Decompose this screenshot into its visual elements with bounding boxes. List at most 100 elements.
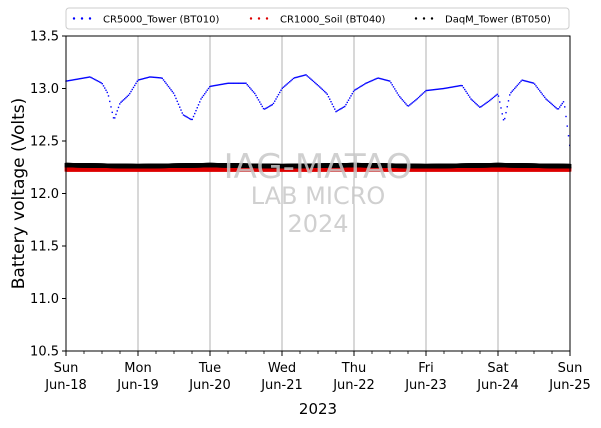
point-cr5000 bbox=[550, 102, 552, 105]
point-cr5000 bbox=[322, 89, 325, 92]
point-cr5000 bbox=[361, 84, 363, 87]
x-tick-day-5: Fri bbox=[418, 361, 434, 376]
y-tick-label-0: 10.5 bbox=[30, 345, 59, 360]
point-cr5000 bbox=[529, 81, 531, 83]
x-tick-date-1: Jun-19 bbox=[116, 378, 159, 393]
point-cr5000 bbox=[367, 81, 370, 83]
point-cr5000 bbox=[341, 107, 343, 109]
point-cr5000 bbox=[492, 96, 495, 99]
point-cr5000 bbox=[75, 78, 77, 81]
point-cr5000 bbox=[415, 99, 417, 101]
point-cr5000 bbox=[344, 105, 346, 108]
point-cr5000 bbox=[299, 75, 301, 78]
point-cr5000 bbox=[372, 79, 375, 81]
point-cr5000 bbox=[215, 84, 217, 87]
point-cr5000 bbox=[356, 87, 358, 90]
point-cr5000 bbox=[224, 83, 226, 85]
point-cr5000 bbox=[285, 84, 287, 86]
point-cr5000 bbox=[200, 98, 202, 100]
point-cr5000 bbox=[345, 103, 347, 106]
point-cr5000 bbox=[556, 108, 558, 110]
point-cr5000 bbox=[269, 105, 271, 107]
point-cr5000 bbox=[137, 79, 140, 81]
point-cr5000 bbox=[250, 88, 252, 90]
point-cr5000 bbox=[304, 74, 306, 76]
point-cr5000 bbox=[156, 76, 158, 79]
point-cr5000 bbox=[147, 76, 150, 79]
point-cr5000 bbox=[216, 84, 218, 86]
point-cr5000 bbox=[565, 115, 567, 118]
point-cr5000 bbox=[409, 104, 411, 106]
point-cr5000 bbox=[121, 100, 123, 102]
point-cr5000 bbox=[474, 101, 476, 104]
point-cr5000 bbox=[369, 80, 371, 83]
point-cr5000 bbox=[240, 82, 242, 84]
point-cr5000 bbox=[80, 77, 82, 80]
point-cr5000 bbox=[170, 89, 172, 91]
point-cr5000 bbox=[427, 89, 430, 92]
point-cr5000 bbox=[207, 87, 210, 90]
point-cr5000 bbox=[312, 80, 315, 83]
point-cr5000 bbox=[441, 88, 443, 90]
point-cr5000 bbox=[355, 88, 357, 91]
point-cr5000 bbox=[149, 76, 151, 78]
point-cr5000 bbox=[72, 79, 75, 81]
point-cr5000 bbox=[289, 81, 291, 83]
point-cr5000 bbox=[230, 82, 232, 84]
point-cr5000 bbox=[124, 98, 126, 100]
point-cr5000 bbox=[236, 82, 238, 84]
x-tick-day-3: Wed bbox=[268, 361, 296, 376]
point-cr5000 bbox=[425, 89, 427, 92]
watermark-line-1: IAG-MATAO bbox=[224, 147, 413, 187]
point-cr5000 bbox=[335, 110, 337, 113]
point-cr5000 bbox=[511, 90, 513, 92]
watermark-line-2: LAB MICRO bbox=[251, 182, 386, 210]
point-cr5000 bbox=[476, 104, 478, 106]
point-cr5000 bbox=[295, 76, 297, 79]
point-cr5000 bbox=[280, 89, 282, 91]
point-cr5000 bbox=[440, 88, 442, 90]
point-cr5000 bbox=[264, 108, 266, 110]
point-cr5000 bbox=[185, 115, 187, 118]
point-cr5000 bbox=[187, 117, 190, 119]
point-cr5000 bbox=[201, 96, 203, 98]
point-cr5000 bbox=[161, 77, 163, 80]
point-cr5000 bbox=[390, 82, 392, 84]
point-cr5000 bbox=[302, 74, 305, 77]
point-cr5000 bbox=[115, 113, 117, 116]
point-cr5000 bbox=[494, 95, 496, 98]
point-cr5000 bbox=[526, 80, 528, 83]
point-cr5000 bbox=[545, 98, 547, 100]
point-cr5000 bbox=[129, 92, 131, 95]
point-cr5000 bbox=[144, 77, 146, 80]
point-cr5000 bbox=[125, 96, 127, 99]
legend: CR5000_Tower (BT010) CR1000_Soil (BT040)… bbox=[65, 7, 570, 30]
point-cr5000 bbox=[171, 90, 173, 93]
x-minor-ticks bbox=[83, 351, 553, 354]
point-cr5000 bbox=[564, 106, 566, 108]
point-cr5000 bbox=[557, 108, 560, 110]
point-cr5000 bbox=[306, 75, 308, 77]
point-cr5000 bbox=[386, 79, 388, 82]
point-cr5000 bbox=[95, 79, 97, 81]
point-cr5000 bbox=[181, 112, 183, 114]
point-cr5000 bbox=[366, 82, 368, 84]
point-cr5000 bbox=[145, 77, 147, 79]
point-cr5000 bbox=[456, 85, 458, 87]
point-cr5000 bbox=[231, 82, 233, 84]
point-cr5000 bbox=[481, 105, 483, 107]
point-cr5000 bbox=[515, 86, 517, 88]
point-cr5000 bbox=[226, 82, 228, 85]
point-cr5000 bbox=[479, 106, 481, 108]
point-cr5000 bbox=[205, 91, 207, 93]
point-cr5000 bbox=[411, 102, 413, 104]
point-cr5000 bbox=[567, 135, 570, 137]
point-cr5000 bbox=[292, 77, 295, 80]
x-axis: Sun Jun-18 Mon Jun-19 Tue Jun-20 Wed Jun-21 Thu J… bbox=[44, 351, 591, 393]
point-cr5000 bbox=[131, 88, 133, 91]
point-cr5000 bbox=[110, 106, 112, 108]
point-cr5000 bbox=[370, 80, 372, 82]
point-cr5000 bbox=[342, 106, 345, 108]
point-cr5000 bbox=[357, 87, 360, 89]
point-cr5000 bbox=[460, 84, 462, 87]
